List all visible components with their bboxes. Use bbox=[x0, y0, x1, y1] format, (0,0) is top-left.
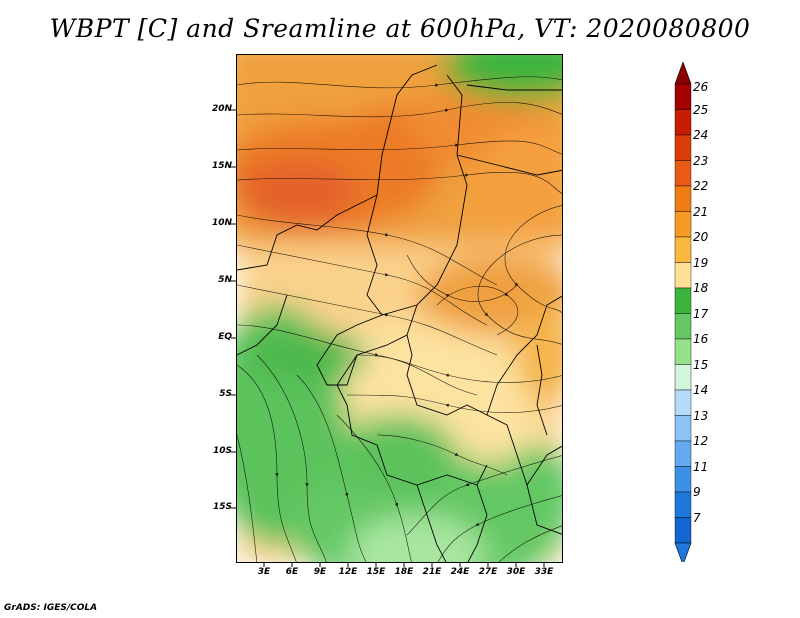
colorbar-segment bbox=[674, 338, 692, 365]
lat-label: 15N bbox=[211, 161, 232, 171]
colorbar-segment bbox=[674, 313, 692, 340]
colorbar-label: 19 bbox=[693, 255, 709, 270]
colorbar-segment bbox=[674, 466, 692, 493]
lon-label: 24E bbox=[450, 567, 470, 577]
colorbar-segment bbox=[674, 83, 692, 110]
colorbar-label: 24 bbox=[693, 128, 709, 142]
colorbar-label: 11 bbox=[693, 459, 709, 474]
colorbar-segment bbox=[674, 236, 692, 263]
chart-title: WBPT [C] and Sreamline at 600hPa, VT: 20… bbox=[49, 14, 751, 43]
colorbar-label: 20 bbox=[693, 230, 709, 244]
colorbar-bottom-arrow bbox=[674, 542, 692, 562]
country-borders bbox=[237, 64, 562, 562]
lon-label: 30E bbox=[506, 567, 526, 577]
lon-label: 15E bbox=[366, 567, 386, 577]
map-plot-area bbox=[236, 54, 563, 563]
colorbar bbox=[674, 62, 692, 562]
colorbar-top-arrow bbox=[674, 62, 692, 85]
colorbar-label: 18 bbox=[693, 281, 709, 295]
colorbar-segment bbox=[674, 491, 692, 518]
colorbar-label: 9 bbox=[693, 485, 701, 499]
map-svg bbox=[237, 55, 562, 562]
lon-label: 27E bbox=[478, 567, 498, 577]
lat-label: 15S bbox=[212, 502, 232, 512]
lat-label: 5N bbox=[218, 275, 232, 285]
colorbar-segment bbox=[674, 185, 692, 212]
lat-label: EQ bbox=[218, 332, 232, 342]
lon-label: 21E bbox=[422, 567, 442, 577]
lon-label: 18E bbox=[394, 567, 414, 577]
colorbar-label: 21 bbox=[693, 204, 709, 219]
lat-label: 5S bbox=[219, 389, 232, 399]
streamlines bbox=[237, 76, 562, 562]
colorbar-label: 14 bbox=[693, 383, 709, 397]
colorbar-label: 22 bbox=[693, 179, 709, 193]
colorbar-segment bbox=[674, 440, 692, 467]
colorbar-segment bbox=[674, 389, 692, 416]
lon-label: 33E bbox=[534, 567, 554, 577]
lat-label: 20N bbox=[211, 104, 232, 114]
lon-label: 9E bbox=[313, 567, 327, 577]
colorbar-segment bbox=[674, 109, 692, 136]
lon-label: 3E bbox=[257, 567, 271, 577]
colorbar-label: 7 bbox=[693, 510, 701, 525]
colorbar-segment bbox=[674, 134, 692, 161]
colorbar-segment bbox=[674, 262, 692, 289]
colorbar-segment bbox=[674, 517, 692, 544]
colorbar-label: 12 bbox=[693, 434, 709, 448]
colorbar-segment bbox=[674, 160, 692, 187]
colorbar-segment bbox=[674, 364, 692, 391]
lon-label: 6E bbox=[285, 567, 299, 577]
colorbar-label: 13 bbox=[693, 408, 709, 423]
colorbar-label: 25 bbox=[693, 102, 709, 117]
colorbar-label: 23 bbox=[693, 153, 709, 168]
colorbar-label: 15 bbox=[693, 357, 709, 372]
colorbar-label: 26 bbox=[693, 80, 709, 94]
colorbar-segment bbox=[674, 415, 692, 442]
wbpt-field bbox=[237, 55, 562, 562]
lat-label: 10S bbox=[212, 446, 232, 456]
colorbar-label: 16 bbox=[693, 332, 709, 346]
colorbar-segment bbox=[674, 287, 692, 314]
grads-credit: GrADS: IGES/COLA bbox=[4, 603, 98, 613]
colorbar-label: 17 bbox=[693, 306, 709, 321]
lon-label: 12E bbox=[338, 567, 358, 577]
lat-label: 10N bbox=[211, 218, 232, 228]
colorbar-segment bbox=[674, 211, 692, 238]
